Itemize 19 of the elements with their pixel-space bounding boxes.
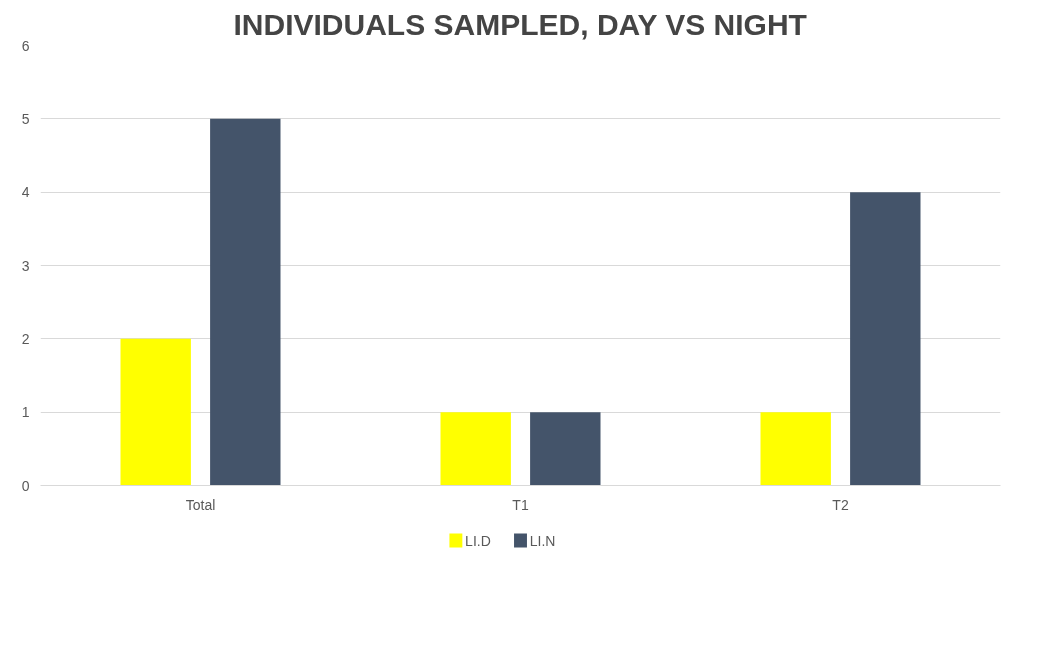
y-tick-label: 0	[21, 477, 30, 494]
x-tick-label: Total	[185, 496, 216, 513]
bar	[760, 412, 831, 486]
x-tick-label: T1	[512, 496, 529, 513]
y-tick-label: 4	[21, 184, 30, 201]
bar	[530, 412, 601, 486]
bar	[850, 192, 921, 486]
chart-title: INDIVIDUALS SAMPLED, DAY VS NIGHT	[233, 7, 807, 41]
bar	[120, 338, 191, 486]
x-tick-label: T2	[832, 496, 849, 513]
legend-label: LI.N	[529, 532, 556, 549]
y-tick-label: 3	[21, 257, 30, 274]
bar	[210, 118, 281, 486]
y-tick-label: 5	[21, 110, 30, 127]
y-tick-label: 1	[21, 404, 30, 421]
y-tick-label: 2	[21, 330, 30, 347]
legend-label: LI.D	[465, 532, 491, 549]
bar	[440, 412, 511, 486]
y-tick-label: 6	[21, 37, 30, 54]
